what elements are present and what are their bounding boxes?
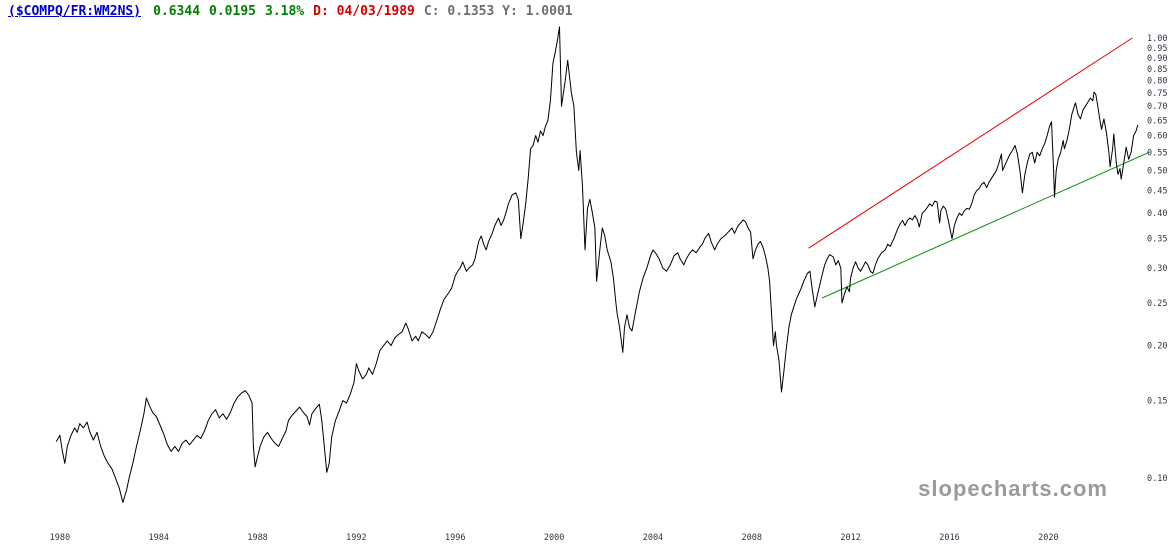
x-axis-label: 2020 [1038,533,1058,543]
y-axis-label: 0.50 [1147,166,1167,176]
y-axis-label: 0.85 [1147,65,1167,75]
y-axis-label: 0.60 [1147,132,1167,142]
x-axis-label: 2000 [544,533,564,543]
y-axis-label: 0.30 [1147,264,1167,274]
trendline-upper-resistance [808,37,1133,249]
x-axis-label: 2004 [643,533,663,543]
change-percent: 3.18% [265,4,305,19]
x-axis-label: 2008 [742,533,762,543]
quote-header: ($COMPQ/FR:WM2NS) 0.6344 0.0195 3.18% D: 04/… [8,4,573,19]
y-axis-label: 0.35 [1147,235,1167,245]
ticker-link[interactable]: ($COMPQ/FR:WM2NS) [8,4,142,19]
y-axis-label: 0.10 [1147,474,1167,484]
trendline-lower-support [821,151,1150,299]
watermark-logo: slopecharts.com [918,476,1108,501]
y-axis-label: 0.90 [1147,54,1167,64]
y-axis-label: 0.95 [1147,44,1167,54]
y-axis-label: 0.40 [1147,209,1167,219]
y-axis-label: 0.55 [1147,148,1167,158]
y-axis-label: 1.00 [1147,34,1167,44]
x-axis-label: 1988 [247,533,267,543]
x-axis-label: 2012 [840,533,860,543]
change-value: 0.0195 [209,4,256,19]
y-axis-label: 0.80 [1147,77,1167,87]
price-line [55,26,1139,503]
y-axis-label: 0.45 [1147,187,1167,197]
y-axis-label: 0.65 [1147,116,1167,126]
y-axis-label: 0.75 [1147,89,1167,99]
y-axis-label: 0.25 [1147,299,1167,309]
last-value: 0.6344 [153,4,201,19]
y-axis-label: 0.20 [1147,342,1167,352]
x-axis-label: 1992 [346,533,366,543]
x-axis-label: 2016 [939,533,959,543]
x-axis-label: 1980 [50,533,70,543]
y-axis-label: 0.70 [1147,102,1167,112]
x-axis-label: 1996 [445,533,465,543]
y-axis-label: 0.15 [1147,397,1167,407]
crosshair-readout: C: 0.1353 Y: 1.0001 [423,4,573,19]
x-axis-label: 1984 [148,533,168,543]
crosshair-date: D: 04/03/1989 [313,4,415,19]
